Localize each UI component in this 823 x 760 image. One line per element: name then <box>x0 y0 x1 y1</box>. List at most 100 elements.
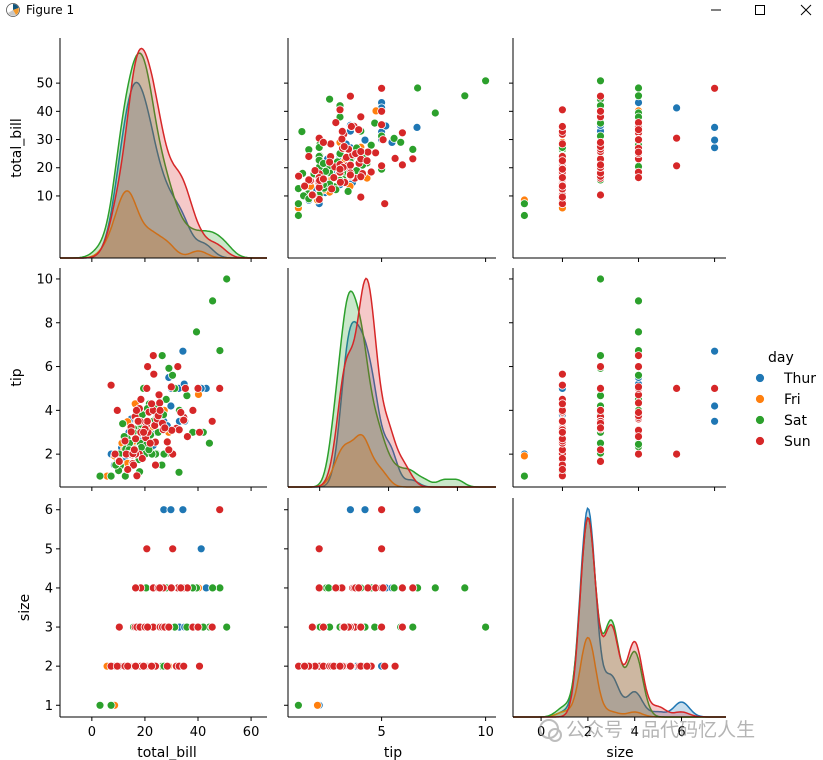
scatter-point-Sun <box>193 622 203 632</box>
close-button[interactable] <box>783 0 823 20</box>
scatter-point-Sun <box>596 456 605 466</box>
scatter-point-Sun <box>634 147 643 157</box>
scatter-point-Sun <box>596 190 605 200</box>
scatter-point-Sun <box>345 91 355 101</box>
scatter-point-Sun <box>354 125 364 135</box>
scatter-point-Sun <box>377 622 387 632</box>
scatter-point-Sun <box>371 148 381 158</box>
scatter-point-Sun <box>300 661 310 671</box>
scatter-point-Sun <box>327 184 337 194</box>
kde-fill-Sun <box>60 48 267 258</box>
y-tick-label: 4 <box>45 404 53 419</box>
panel-total_bill-vs-size <box>509 38 726 262</box>
kde-fill-Fri <box>288 434 496 487</box>
scatter-point-Sat <box>389 133 399 143</box>
watermark-text: 公众号 · 品代码忆人生 <box>566 719 755 741</box>
y-tick-label: 40 <box>36 105 53 120</box>
scatter-point-Sun <box>672 133 681 143</box>
scatter-point-Sun <box>335 105 345 115</box>
scatter-point-Sat <box>520 471 529 481</box>
wechat-icon-small <box>548 728 562 742</box>
scatter-point-Sun <box>558 465 567 474</box>
scatter-point-Sun <box>390 661 400 671</box>
scatter-point-Sun <box>193 383 203 393</box>
y-tick-label: 6 <box>45 503 53 518</box>
scatter-point-Sun <box>112 661 122 671</box>
scatter-point-Sun <box>672 161 681 171</box>
scatter-point-Sun <box>179 415 189 425</box>
y-axis-label-size: size <box>17 594 33 621</box>
scatter-point-Sun <box>397 128 407 138</box>
scatter-point-Sun <box>672 383 681 393</box>
legend-label-Sat: Sat <box>784 413 807 429</box>
scatter-point-Sun <box>558 192 567 202</box>
scatter-point-Sun <box>131 661 141 671</box>
scatter-point-Sun <box>339 142 349 152</box>
scatter-point-Thur <box>360 135 370 145</box>
y-tick-label: 10 <box>36 272 53 287</box>
scatter-point-Sat <box>325 94 335 104</box>
scatter-point-Sun <box>558 369 567 379</box>
scatter-point-Sun <box>166 583 176 593</box>
scatter-point-Sun <box>366 167 376 177</box>
scatter-point-Sun <box>335 661 345 671</box>
scatter-point-Sun <box>339 622 349 632</box>
scatter-point-Sat <box>596 351 605 361</box>
legend-marker-Thur <box>755 373 765 383</box>
scatter-point-Sun <box>558 122 567 131</box>
scatter-point-Sat <box>520 211 529 220</box>
scatter-point-Thur <box>710 401 719 411</box>
scatter-point-Sun <box>114 456 124 466</box>
scatter-point-Sat <box>192 327 201 337</box>
legend-marker-Fri <box>755 394 765 404</box>
x-tick-label: 20 <box>137 725 154 740</box>
window-titlebar: Figure 1 <box>0 0 823 20</box>
scatter-point-Sun <box>337 134 347 144</box>
scatter-point-Sun <box>154 390 164 400</box>
scatter-point-Sun <box>110 449 120 459</box>
scatter-point-Sun <box>634 398 643 408</box>
scatter-point-Sun <box>634 408 643 417</box>
scatter-point-Sat <box>634 327 643 337</box>
scatter-point-Sun <box>354 583 364 593</box>
scatter-point-Sun <box>356 172 366 182</box>
scatter-point-Sun <box>596 445 605 455</box>
scatter-point-Sun <box>215 505 225 515</box>
minimize-button[interactable] <box>693 0 739 20</box>
y-tick-label: 8 <box>45 316 53 331</box>
legend: day Thur Fri Sat Sun <box>755 350 816 450</box>
scatter-point-Sun <box>408 154 418 164</box>
maximize-button[interactable] <box>737 0 783 20</box>
scatter-point-Sat <box>164 363 174 373</box>
scatter-point-Thur <box>178 346 188 356</box>
scatter-point-Sun <box>318 137 328 147</box>
scatter-point-Sun <box>318 622 328 632</box>
scatter-point-Sun <box>596 423 605 433</box>
scatter-point-Sun <box>634 351 643 361</box>
scatter-point-Sun <box>131 434 141 444</box>
scatter-point-Thur <box>412 505 422 515</box>
scatter-point-Sun <box>596 362 605 372</box>
scatter-point-Sun <box>596 137 605 147</box>
x-tick-label: 2 <box>584 725 592 740</box>
scatter-point-Sat <box>460 91 470 101</box>
kde-fill-Fri <box>60 190 267 258</box>
scatter-point-Sun <box>356 622 366 632</box>
scatter-point-Fri <box>520 451 529 461</box>
scatter-point-Sun <box>143 622 153 632</box>
scatter-point-Sun <box>362 661 372 671</box>
x-tick-label: 60 <box>243 725 260 740</box>
scatter-point-Sat <box>389 583 399 593</box>
scatter-point-Sat <box>293 700 303 710</box>
scatter-point-Sat <box>293 211 303 220</box>
scatter-point-Sat <box>430 108 440 118</box>
legend-title: day <box>768 350 794 366</box>
scatter-point-Sun <box>335 177 345 187</box>
scatter-point-Sat <box>118 419 128 429</box>
scatter-point-Sat <box>520 199 529 209</box>
scatter-point-Sat <box>430 583 440 593</box>
scatter-point-Sun <box>377 505 387 515</box>
y-tick-label: 20 <box>36 161 53 176</box>
scatter-point-Sun <box>314 544 324 554</box>
panel-size-vs-tip: 5 10 <box>284 498 496 740</box>
